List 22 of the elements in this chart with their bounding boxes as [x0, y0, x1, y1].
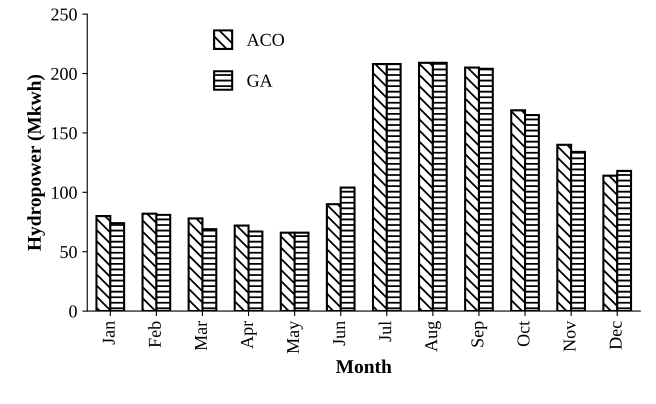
x-tick-label: Mar — [194, 320, 207, 350]
legend-label: GA — [247, 74, 273, 87]
y-tick-label: 100 — [52, 186, 77, 199]
x-axis-title: Month — [336, 359, 392, 374]
x-tick-label: Sep — [471, 322, 488, 347]
x-tick-label: Jun — [333, 321, 346, 346]
x-tick-label: Aug — [425, 321, 442, 352]
y-tick-label: 250 — [51, 8, 77, 21]
x-tick-label: Nov — [564, 320, 576, 352]
x-tick-label: Jan — [102, 321, 115, 344]
y-tick-label: 150 — [52, 127, 77, 140]
x-tick-label: Jul — [378, 321, 392, 342]
legend-label: ACO — [246, 34, 284, 46]
y-axis-title: Hydropower (Mkwh) — [27, 74, 45, 251]
y-tick-label: 0 — [69, 305, 77, 318]
x-tick-label: Dec — [610, 321, 622, 350]
y-tick-label: 200 — [51, 68, 77, 80]
x-tick-label: May — [287, 320, 303, 354]
x-tick-label: Oct — [517, 320, 530, 346]
y-tick-label: 50 — [60, 246, 77, 258]
x-tick-label: Apr — [240, 320, 257, 349]
x-tick-label: Feb — [148, 321, 161, 348]
